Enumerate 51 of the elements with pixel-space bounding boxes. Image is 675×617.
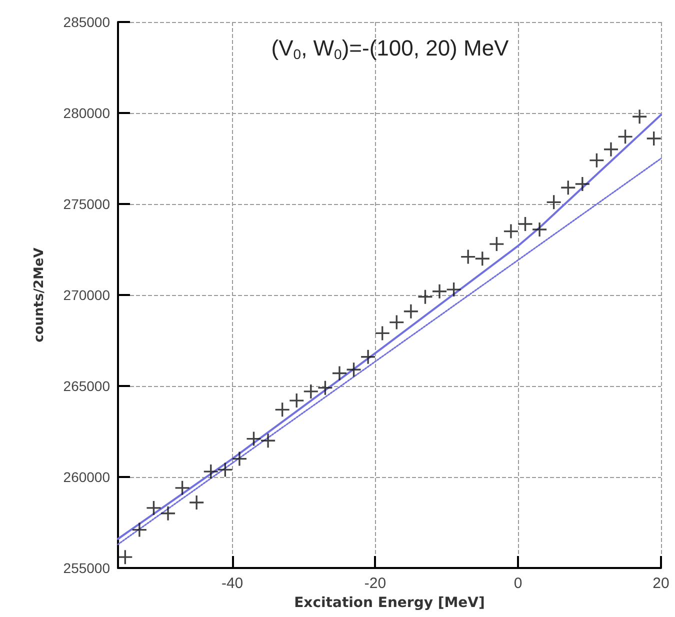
point — [318, 380, 332, 395]
point — [190, 495, 204, 510]
y-tick-label: 285000 — [63, 14, 110, 30]
point — [504, 224, 518, 238]
x-tick-label: -20 — [364, 575, 386, 592]
point — [175, 480, 190, 495]
x-tick-label: -40 — [221, 575, 244, 592]
y-tick-label: 280000 — [63, 105, 110, 121]
point — [146, 500, 161, 515]
point — [618, 130, 632, 144]
point — [304, 384, 318, 398]
point — [646, 131, 661, 146]
point — [375, 326, 390, 340]
point — [546, 195, 561, 210]
point — [590, 153, 604, 168]
point — [361, 350, 376, 364]
point — [518, 217, 532, 232]
point — [275, 402, 290, 417]
x-tick-label: 0 — [514, 575, 522, 592]
point — [604, 142, 618, 156]
y-tick-label: 265000 — [63, 378, 110, 394]
point — [446, 282, 461, 297]
x-axis-title: Excitation Energy [MeV] — [294, 594, 485, 611]
point — [575, 176, 590, 191]
point — [261, 434, 276, 448]
point — [161, 506, 176, 520]
point — [390, 315, 404, 330]
y-tick-label: 255000 — [63, 560, 110, 576]
point — [218, 462, 232, 477]
x-tick-label: 20 — [652, 575, 670, 592]
point — [246, 432, 261, 446]
point — [204, 464, 218, 479]
point — [404, 304, 418, 318]
point — [475, 252, 490, 266]
point — [561, 180, 576, 195]
point — [490, 237, 504, 252]
point — [346, 362, 361, 377]
point — [461, 250, 476, 264]
y-tick-label: 275000 — [63, 196, 110, 212]
y-tick-label: 260000 — [63, 469, 110, 485]
y-axis-title: counts/2MeV — [32, 248, 47, 342]
point — [432, 284, 447, 298]
point — [118, 550, 132, 564]
point — [132, 522, 146, 537]
y-tick-label: 270000 — [63, 287, 110, 303]
point — [418, 290, 432, 304]
point — [532, 222, 547, 236]
point — [632, 110, 647, 124]
point — [290, 394, 304, 408]
point — [332, 366, 346, 380]
point — [232, 452, 246, 466]
